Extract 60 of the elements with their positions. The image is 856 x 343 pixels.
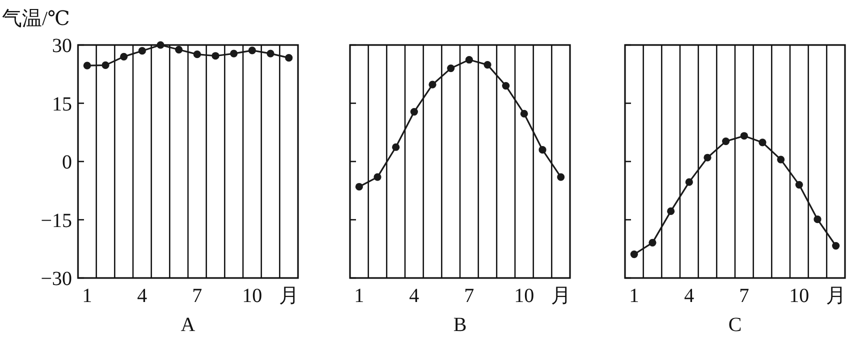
point (212, 52, 220, 60)
point (520, 110, 528, 118)
point (484, 61, 492, 69)
x-tick-label: 10 (514, 285, 534, 307)
point (832, 242, 840, 250)
point (447, 64, 455, 72)
point (230, 50, 238, 58)
x-tick-label: 月 (550, 285, 571, 307)
point (465, 56, 473, 64)
x-axis-title: B (453, 314, 467, 336)
point (667, 207, 675, 216)
x-axis-title: A (180, 314, 196, 336)
point (355, 182, 363, 191)
point (648, 238, 656, 246)
point (248, 46, 256, 54)
y-tick-label: −30 (40, 268, 72, 290)
point (138, 47, 146, 55)
point (502, 82, 510, 90)
point (392, 143, 400, 151)
y-tick-label: −15 (40, 210, 72, 232)
x-tick-label: 7 (739, 285, 750, 307)
x-tick-label: 1 (629, 285, 640, 307)
point (175, 46, 183, 54)
x-tick-label: 7 (192, 285, 202, 307)
y-tick-label: 0 (62, 152, 72, 174)
x-tick-label: 10 (789, 285, 810, 307)
point (285, 54, 293, 62)
point (83, 62, 91, 70)
y-axis-title: 气温/℃ (2, 8, 70, 30)
point (538, 146, 546, 154)
point (777, 156, 785, 164)
point (557, 173, 565, 181)
x-tick-label: 1 (82, 285, 92, 307)
x-tick-label: 1 (354, 285, 364, 307)
x-tick-label: 4 (409, 285, 420, 307)
point (814, 216, 822, 224)
x-tick-label: 月 (826, 285, 846, 307)
y-tick-label: 30 (52, 35, 72, 57)
point (428, 80, 436, 88)
point (156, 41, 164, 49)
x-tick-label: 4 (684, 285, 694, 307)
y-tick-label: 15 (52, 93, 72, 116)
x-tick-label: 7 (464, 285, 474, 307)
point (704, 154, 712, 162)
point (193, 50, 201, 58)
point (722, 138, 730, 146)
x-tick-label: 10 (242, 285, 262, 307)
x-tick-label: 4 (137, 285, 148, 307)
point (374, 173, 382, 181)
point (266, 50, 274, 58)
point (740, 132, 748, 140)
point (685, 178, 693, 186)
point (795, 181, 803, 189)
x-axis-title: C (728, 314, 742, 336)
point (410, 108, 418, 116)
point (120, 52, 128, 60)
point (758, 138, 766, 146)
x-tick-label: 月 (278, 285, 299, 307)
point (630, 250, 638, 258)
point (102, 61, 110, 69)
